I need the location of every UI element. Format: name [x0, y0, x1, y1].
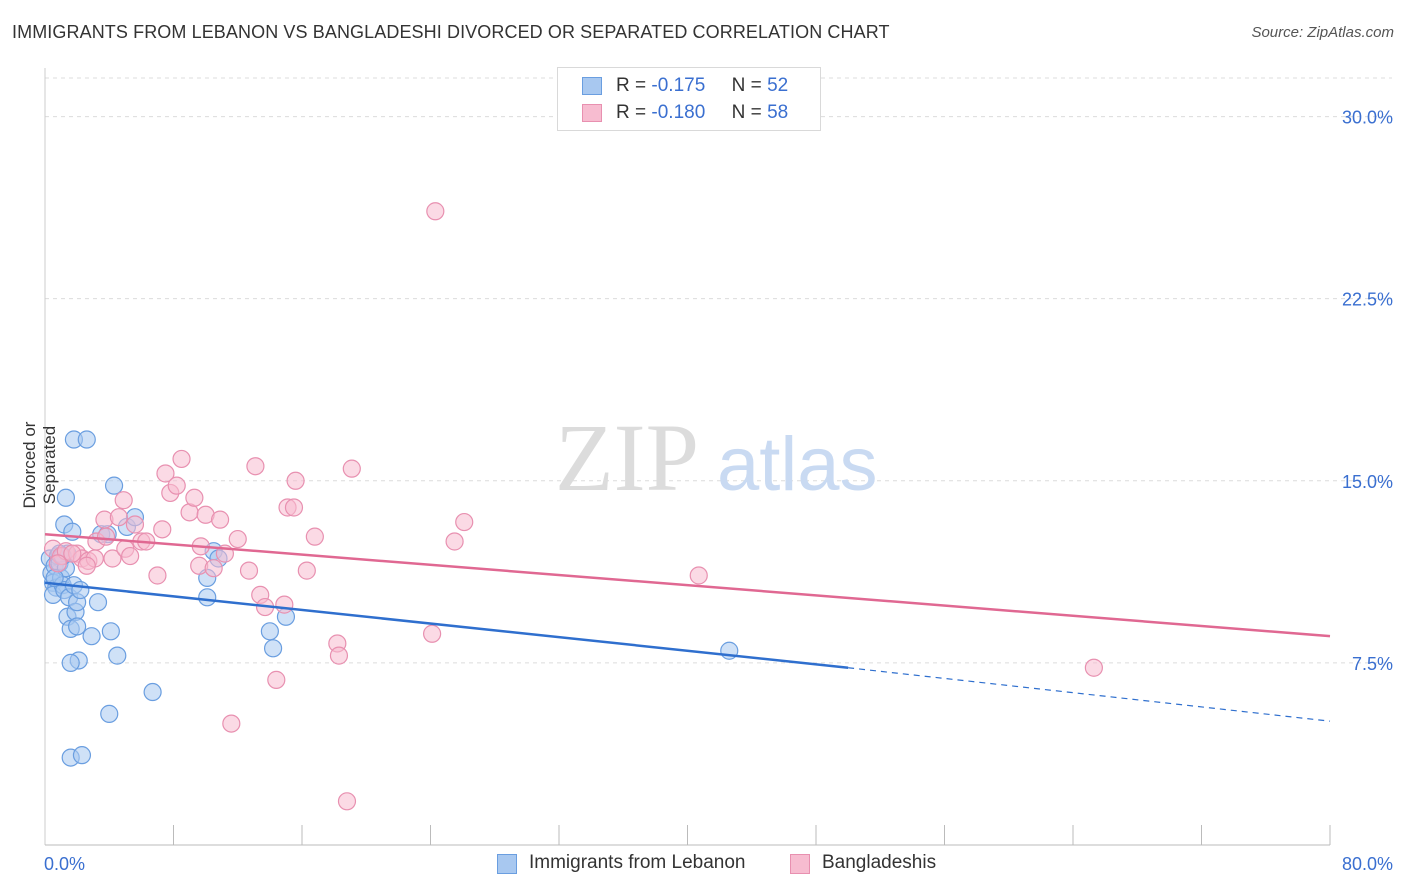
data-point: [286, 471, 305, 490]
data-point: [275, 595, 294, 614]
trendlines: [44, 532, 1331, 722]
data-point: [260, 622, 279, 641]
data-point: [426, 202, 445, 221]
y-axis-label: Divorced or Separated: [20, 421, 59, 509]
legend-n-label: N =: [731, 102, 762, 123]
data-point: [228, 529, 247, 549]
legend-swatch-pink: [790, 854, 810, 874]
x-tick-label: 0.0%: [44, 854, 85, 874]
chart-title: IMMIGRANTS FROM LEBANON VS BANGLADESHI D…: [12, 22, 890, 42]
data-point: [143, 682, 162, 702]
legend-n-label: N =: [731, 75, 762, 96]
y-tick-label: 15.0%: [1342, 472, 1393, 492]
data-point: [61, 653, 80, 672]
source-label: Source: ZipAtlas.com: [1251, 24, 1394, 41]
legend-label-bangladeshis: Bangladeshis: [822, 852, 937, 873]
data-point: [1084, 658, 1103, 677]
data-point: [689, 566, 708, 585]
data-point: [239, 561, 259, 580]
data-point: [329, 646, 349, 665]
data-point: [337, 792, 357, 811]
data-point: [77, 430, 96, 449]
data-point: [198, 588, 217, 607]
data-point: [267, 670, 286, 689]
legend-r-value: -0.175: [651, 75, 706, 96]
data-point: [423, 624, 442, 643]
data-point: [342, 459, 361, 478]
legend-swatch-pink: [582, 104, 602, 122]
data-point: [153, 520, 172, 539]
trendline-lebanon: [44, 581, 849, 669]
axes: [44, 68, 1331, 846]
data-point: [108, 646, 127, 665]
data-point: [96, 527, 116, 546]
watermark-zip: ZIP: [555, 404, 699, 511]
data-point: [104, 476, 124, 495]
data-point: [172, 449, 191, 469]
legend-r-label: R =: [616, 75, 647, 96]
data-point: [305, 527, 324, 546]
legend-swatch-blue: [582, 77, 602, 95]
data-point: [148, 566, 167, 585]
data-point: [284, 498, 304, 517]
watermark-atlas: atlas: [717, 422, 878, 507]
x-tick-labels: 0.0% 80.0%: [44, 854, 1393, 874]
data-point: [125, 515, 145, 534]
trendline-bangladeshis: [44, 532, 1331, 638]
data-point: [72, 746, 92, 765]
legend-r-value: -0.180: [651, 102, 706, 123]
data-point: [297, 561, 316, 580]
stats-legend: R = -0.175 N = 52 R = -0.180 N = 58: [557, 67, 821, 131]
y-tick-label: 7.5%: [1352, 654, 1393, 674]
x-tick-label: 80.0%: [1342, 854, 1393, 874]
legend-n-value: 58: [767, 102, 789, 123]
watermark: ZIP atlas: [555, 404, 878, 511]
data-point: [167, 476, 186, 495]
y-tick-label: 30.0%: [1342, 108, 1393, 128]
data-point: [114, 491, 133, 510]
legend-n-value: 52: [767, 75, 789, 96]
legend-r-label: R =: [616, 102, 647, 123]
trendline-lebanon-extension: [848, 667, 1331, 722]
data-point: [103, 549, 122, 568]
data-point: [455, 512, 474, 532]
data-point: [109, 508, 128, 527]
data-point: [445, 532, 464, 551]
data-point: [100, 704, 119, 723]
legend-label-lebanon: Immigrants from Lebanon: [529, 852, 746, 873]
data-point: [68, 617, 87, 636]
data-point: [77, 556, 96, 575]
data-point: [210, 510, 230, 529]
y-tick-label: 22.5%: [1342, 290, 1393, 310]
data-point: [185, 488, 204, 507]
data-point: [56, 488, 75, 507]
data-point: [121, 546, 140, 566]
data-point: [263, 639, 283, 658]
data-point: [48, 554, 67, 573]
data-point: [156, 464, 175, 483]
data-point: [63, 544, 82, 563]
data-point: [71, 580, 90, 600]
data-point: [82, 627, 101, 646]
data-point: [88, 593, 108, 612]
legend-swatch-blue: [497, 854, 517, 874]
data-point: [222, 714, 241, 733]
data-point: [101, 622, 120, 641]
data-point: [246, 457, 265, 476]
y-tick-labels: 7.5% 15.0% 22.5% 30.0%: [1342, 108, 1393, 674]
data-point: [204, 559, 223, 578]
